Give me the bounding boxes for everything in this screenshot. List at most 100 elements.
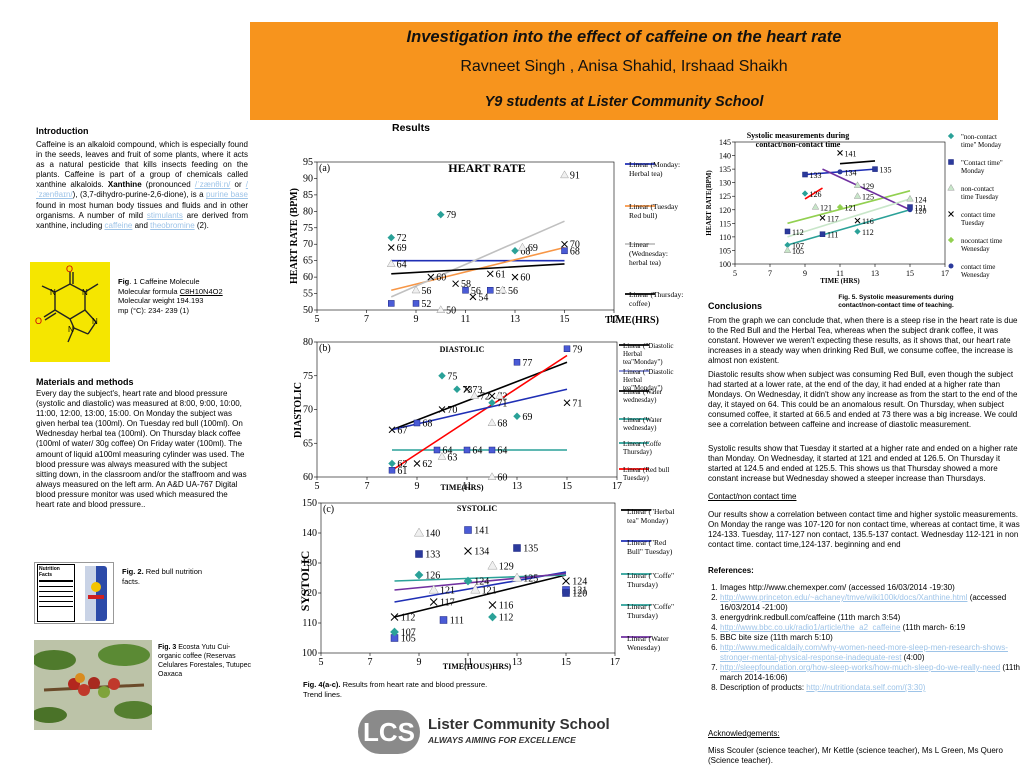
x-tick-label: 5	[733, 269, 737, 278]
data-point-triangle	[517, 242, 527, 251]
contact-time-heading: Contact/non contact time	[708, 492, 797, 501]
data-point-square	[488, 446, 496, 454]
data-point-triangle	[436, 305, 446, 313]
reference-item: Images http://www.chemexper.com/ (access…	[720, 583, 1024, 593]
data-label: 64	[497, 446, 507, 457]
data-label: 141	[474, 526, 489, 537]
legend-label-line: tea" Monday)	[627, 516, 669, 525]
pronunciation-link-2[interactable]: /ˈzænθaɪn/	[36, 180, 249, 200]
legend-label-line: Tuesday	[961, 219, 985, 227]
data-label: 125	[523, 574, 538, 585]
data-point-x	[463, 385, 471, 393]
data-label: 71	[572, 398, 582, 409]
reference-item: BBC bite size (11th march 5:10)	[720, 633, 1024, 643]
data-point-x	[464, 547, 472, 555]
purine-base-link[interactable]: purine base	[205, 190, 248, 200]
y-tick-label: 150	[302, 498, 317, 509]
y-tick-label: 80	[303, 206, 313, 217]
fig1-formula: C8H10N4O2	[179, 286, 223, 296]
chart-d-ylabel: HEART RATE(BPM)	[705, 170, 713, 236]
data-point-x	[486, 270, 494, 278]
materials-text: Every day the subject's, heart rate and …	[36, 389, 247, 510]
stimulants-link[interactable]: stimulants	[146, 210, 183, 220]
data-label: 112	[401, 613, 416, 624]
lcs-logo-mark: LCS	[358, 710, 420, 754]
legend-label: contact time Tuesday	[961, 211, 995, 227]
data-point-triangle	[783, 246, 792, 253]
data-point-square	[563, 345, 571, 352]
reference-link[interactable]: http://www.princeton.edu/~achaney/tmve/w…	[720, 593, 968, 602]
data-label: 79	[572, 344, 582, 355]
fig3-caption-text: Ecosta Yutu Cui-organic coffee (Reservas…	[158, 644, 251, 678]
legend-label-line: Wenesday	[961, 245, 990, 253]
caffeine-link[interactable]: caffeine	[104, 220, 133, 230]
data-label: 54	[478, 292, 488, 303]
data-label: 121	[572, 586, 587, 597]
data-point-x	[469, 293, 477, 301]
intro-text-h: and	[132, 220, 151, 230]
plot-area	[316, 341, 618, 478]
data-point-circle	[837, 169, 843, 175]
reference-link[interactable]: http://nutritiondata.self.com/(3:30)	[806, 683, 926, 692]
pronunciation-link-1[interactable]: /ˈzænθiːn/	[194, 180, 231, 190]
legend-label-line: tea"Monday")	[623, 384, 663, 392]
reference-link[interactable]: http://www.bbc.co.uk/radio1/article/the_…	[720, 623, 901, 632]
chart-d-xlabel: TIME (HRS)	[820, 277, 860, 285]
coffee-plant-image	[34, 640, 152, 730]
data-point-x	[511, 273, 519, 281]
data-point-square	[562, 589, 570, 597]
data-point-square	[463, 446, 471, 454]
data-point-diamond	[801, 190, 809, 197]
data-point-x	[948, 211, 954, 217]
y-tick-label: 50	[303, 305, 313, 316]
x-tick-label: 11	[462, 481, 472, 492]
y-tick-label: 105	[719, 246, 731, 255]
trend-line	[394, 572, 567, 591]
legend-label-line: "non-contact	[961, 133, 997, 141]
legend-label-line: contact time	[961, 211, 995, 219]
reference-link[interactable]: http://www.medicaldaily.com/why-women-ne…	[720, 643, 1008, 662]
y-tick-label: 75	[303, 371, 313, 382]
data-label: 105	[792, 247, 804, 256]
data-label: 116	[499, 601, 514, 612]
data-label: 111	[827, 231, 838, 240]
reference-link[interactable]: http://sleepfoundation.org/how-sleep-wor…	[720, 663, 1001, 672]
data-point-x	[837, 149, 843, 156]
legend-label: Linear (Water wednesday)	[623, 416, 663, 432]
fig2-caption: Fig. 2. Red bull nutrition facts.	[122, 567, 222, 586]
y-tick-label: 100	[719, 260, 731, 269]
data-label: 60	[436, 273, 446, 284]
data-label: 121	[440, 586, 455, 597]
data-label: 121	[482, 586, 497, 597]
legend-label-line: Linear (Water	[623, 416, 663, 424]
data-point-x	[488, 601, 497, 609]
data-point-circle	[948, 263, 954, 269]
chart-d-title-line: Systolic measurements during	[747, 131, 850, 140]
y-tick-label: 145	[719, 138, 731, 147]
systolic-contact-chart: 100 105 110 115 120 125 130 135 140 145 5 7 9 11 13 15 1…	[703, 128, 1023, 288]
theobromine-link[interactable]: theobromine	[150, 220, 195, 230]
data-label: 68	[497, 419, 507, 430]
data-point-x	[819, 215, 826, 221]
data-point-diamond	[437, 210, 445, 219]
intro-heading: Introduction	[36, 126, 89, 136]
data-point-triangle	[495, 391, 504, 399]
data-label: 70	[447, 405, 457, 416]
reference-text: (11th march 2014-16:06)	[720, 663, 1021, 682]
poster-header: Investigation into the effect of caffein…	[250, 22, 998, 120]
y-tick-label: 120	[302, 588, 317, 599]
data-point-diamond	[488, 612, 497, 622]
legend-label-line: wednesday)	[623, 424, 657, 432]
data-label: 69	[522, 412, 532, 423]
heart-rate-chart: (a) 50 55 60 65 70 75 80 85 90 95 5 7 9 11 13 15 17 64 69 72…	[287, 156, 687, 328]
data-point-diamond	[947, 236, 955, 244]
data-point-x	[563, 399, 571, 407]
data-label: 120	[915, 206, 927, 215]
fig1-caption-text: . 1 Caffeine Molecule	[129, 277, 200, 286]
data-point-square	[872, 166, 878, 172]
data-label: 50	[446, 306, 456, 317]
x-tick-label: 5	[319, 657, 324, 668]
legend-label-line: Linear ("Red	[627, 538, 666, 547]
legend-label: Linear (Monday: Herbal tea)	[629, 160, 680, 178]
